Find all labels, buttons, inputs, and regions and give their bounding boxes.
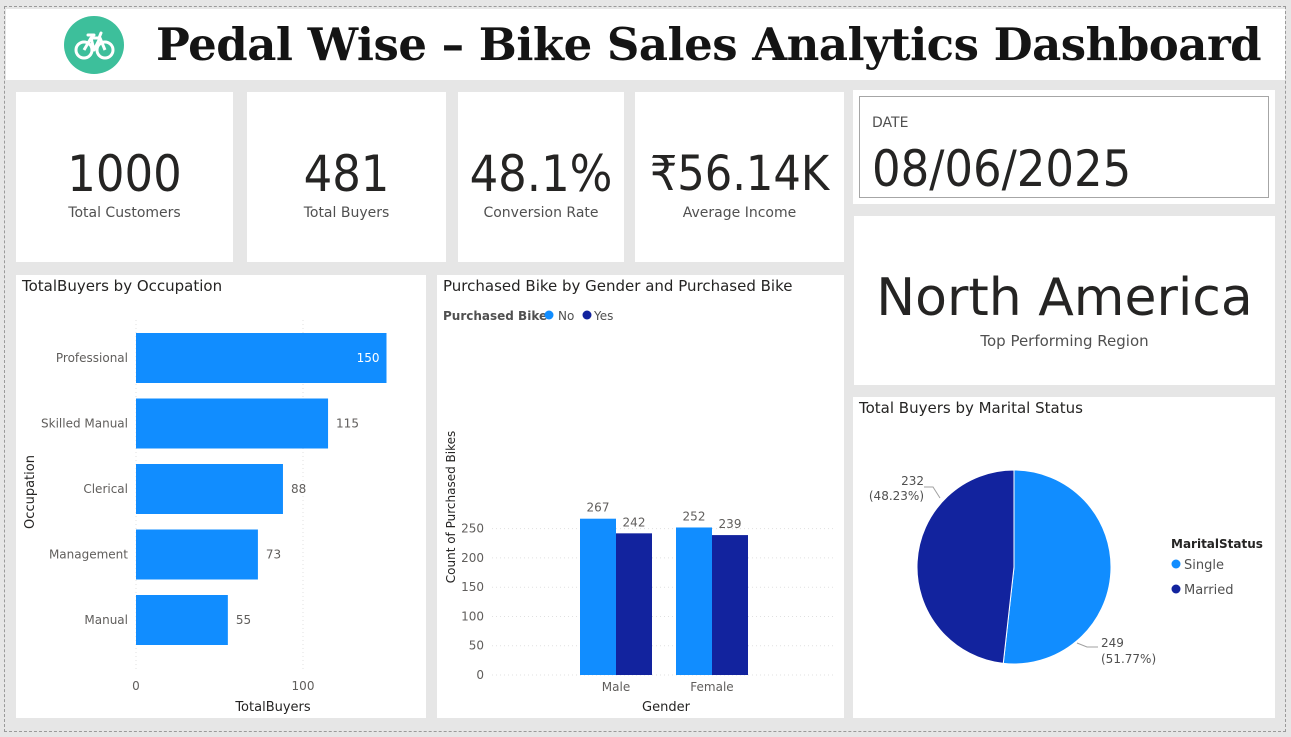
leader-line-married: [924, 486, 941, 499]
data-label: 88: [291, 482, 306, 496]
bar-manual: [136, 595, 228, 645]
data-label-married-value: 232: [901, 474, 924, 488]
legend-label-married: Married: [1184, 583, 1234, 598]
date-label: DATE: [872, 115, 909, 131]
dashboard-title: Pedal Wise – Bike Sales Analytics Dashbo…: [156, 18, 1262, 71]
x-axis-title: TotalBuyers: [234, 700, 311, 715]
legend-marker-no: [544, 310, 554, 320]
y-tick-label: 150: [461, 580, 484, 594]
bar-professional: [136, 333, 387, 383]
category-label: Male: [602, 680, 630, 694]
kpi-value: 1000: [67, 145, 182, 203]
bar-male-no: [580, 518, 616, 675]
data-label: 239: [719, 517, 742, 531]
legend-label-single: Single: [1184, 558, 1224, 573]
region-card[interactable]: North America Top Performing Region: [854, 216, 1275, 385]
y-tick-label: 200: [461, 551, 484, 565]
marital-pie-chart: 232 (48.23%) 249 (51.77%) MaritalStatus …: [869, 469, 1263, 666]
kpi-value: ₹56.14K: [649, 146, 830, 202]
y-tick-label: 0: [476, 668, 484, 682]
y-axis-title: Occupation: [23, 455, 38, 529]
category-label: Clerical: [83, 482, 128, 496]
kpi-conversion-rate[interactable]: 48.1% Conversion Rate: [458, 92, 624, 262]
occupation-bar-chart: Professional 150 Skilled Manual 115 Clerical…: [23, 320, 387, 715]
chart-title: TotalBuyers by Occupation: [22, 277, 223, 295]
date-value: 08/06/2025: [872, 140, 1132, 198]
region-label: Top Performing Region: [980, 332, 1149, 350]
gender-column-chart: Purchased Bike No Yes 0 50 100 150 200 250 26…: [443, 309, 835, 715]
occupation-chart-card[interactable]: TotalBuyers by Occupation Professional 15…: [16, 275, 426, 718]
y-axis-title: Count of Purchased Bikes: [444, 431, 458, 583]
kpi-label: Total Customers: [68, 205, 181, 221]
legend-marker-yes: [582, 310, 592, 320]
data-label-married-percent: (48.23%): [869, 489, 924, 503]
kpi-average-income[interactable]: ₹56.14K Average Income: [635, 92, 844, 262]
pie-slice-single: [1002, 469, 1112, 665]
bar-female-no: [676, 527, 712, 675]
y-tick-label: 250: [461, 522, 484, 536]
header-bar: Pedal Wise – Bike Sales Analytics Dashbo…: [6, 9, 1285, 80]
x-tick-label: 0: [132, 679, 140, 693]
data-label: 150: [357, 351, 380, 365]
y-tick-label: 100: [461, 609, 484, 623]
bar-skilled-manual: [136, 398, 329, 449]
kpi-total-buyers[interactable]: 481 Total Buyers: [247, 92, 446, 262]
chart-title: Purchased Bike by Gender and Purchased B…: [443, 277, 793, 295]
bicycle-icon: [64, 16, 124, 74]
kpi-value: 481: [303, 145, 390, 203]
legend-title: MaritalStatus: [1171, 537, 1263, 551]
category-label: Professional: [56, 351, 128, 365]
legend-marker-married: [1171, 584, 1181, 594]
data-label: 242: [623, 515, 646, 529]
legend-marker-single: [1171, 559, 1181, 569]
region-value: North America: [876, 268, 1253, 328]
x-tick-label: 100: [292, 679, 315, 693]
bar-male-yes: [616, 533, 652, 675]
category-label: Manual: [84, 613, 128, 627]
leader-line-single: [1076, 642, 1098, 648]
kpi-total-customers[interactable]: 1000 Total Customers: [16, 92, 233, 262]
bar-female-yes: [712, 535, 748, 675]
category-label: Management: [49, 548, 128, 562]
category-label: Female: [690, 680, 733, 694]
pie-slice-married: [916, 469, 1015, 664]
data-label: 55: [236, 613, 251, 627]
legend-title: Purchased Bike: [443, 309, 547, 323]
bar-clerical: [136, 464, 283, 514]
data-label: 73: [266, 548, 281, 562]
legend-label-no: No: [558, 309, 574, 323]
date-slicer[interactable]: DATE 08/06/2025: [859, 96, 1269, 198]
x-axis-title: Gender: [642, 700, 691, 715]
category-label: Skilled Manual: [41, 417, 128, 431]
gender-chart-card[interactable]: Purchased Bike by Gender and Purchased B…: [437, 275, 844, 718]
bar-management: [136, 529, 258, 580]
chart-title: Total Buyers by Marital Status: [859, 399, 1083, 417]
kpi-value: 48.1%: [469, 145, 613, 203]
legend-label-yes: Yes: [593, 309, 613, 323]
marital-chart-card[interactable]: Total Buyers by Marital Status 232 (48.2…: [853, 397, 1275, 718]
kpi-label: Conversion Rate: [483, 205, 599, 221]
data-label-single-percent: (51.77%): [1101, 652, 1156, 666]
data-label-single-value: 249: [1101, 636, 1124, 650]
kpi-label: Average Income: [682, 205, 797, 221]
data-label: 252: [683, 509, 706, 523]
y-tick-label: 50: [469, 639, 484, 653]
dashboard-frame: [4, 6, 1286, 732]
kpi-label: Total Buyers: [303, 205, 390, 221]
data-label: 115: [336, 417, 359, 431]
data-label: 267: [587, 501, 610, 515]
